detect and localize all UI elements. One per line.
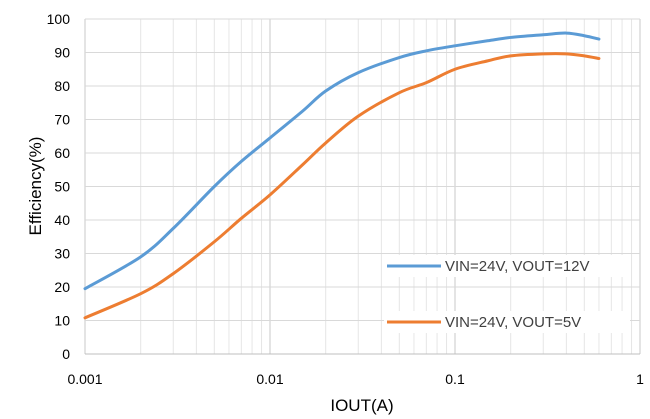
x-tick-label: 1 xyxy=(636,371,644,387)
y-tick-label: 20 xyxy=(54,279,70,295)
x-tick-label: 0.001 xyxy=(67,371,102,387)
legend-entry-background xyxy=(384,311,630,333)
legend-entry-background xyxy=(384,255,630,277)
y-tick-label: 10 xyxy=(54,313,70,329)
series-line-1 xyxy=(83,31,601,291)
y-tick-label: 50 xyxy=(54,179,70,195)
y-tick-label: 100 xyxy=(47,11,71,27)
y-tick-label: 90 xyxy=(54,45,70,61)
x-axis-ticks: 0.001 0.01 0.1 1 xyxy=(67,371,644,387)
x-tick-label: 0.1 xyxy=(445,371,465,387)
series-line-2 xyxy=(83,52,601,320)
y-tick-label: 0 xyxy=(62,346,70,362)
legend-label: VIN=24V, VOUT=5V xyxy=(445,314,581,331)
y-tick-label: 60 xyxy=(54,145,70,161)
legend: VIN=24V, VOUT=12V VIN=24V, VOUT=5V xyxy=(384,255,630,333)
y-tick-label: 30 xyxy=(54,246,70,262)
y-tick-label: 70 xyxy=(54,112,70,128)
y-tick-label: 80 xyxy=(54,78,70,94)
y-axis-title: Efficiency(%) xyxy=(26,137,45,236)
y-tick-label: 40 xyxy=(54,212,70,228)
x-tick-label: 0.01 xyxy=(256,371,283,387)
plot-area xyxy=(83,31,601,320)
x-axis-title: IOUT(A) xyxy=(330,396,393,415)
y-axis-ticks: 0 10 20 30 40 50 60 70 80 90 100 xyxy=(47,11,71,362)
legend-label: VIN=24V, VOUT=12V xyxy=(445,258,590,275)
